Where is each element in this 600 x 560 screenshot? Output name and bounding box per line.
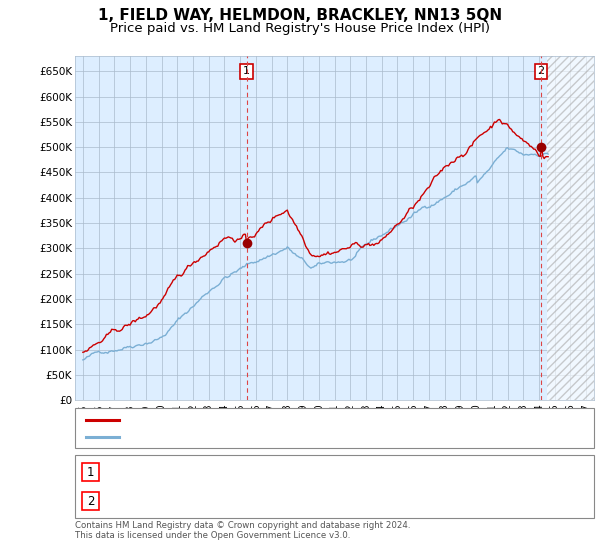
Text: Contains HM Land Registry data © Crown copyright and database right 2024.
This d: Contains HM Land Registry data © Crown c… [75, 521, 410, 540]
Text: HPI: Average price, detached house, West Northamptonshire: HPI: Average price, detached house, West… [125, 432, 457, 442]
Text: Price paid vs. HM Land Registry's House Price Index (HPI): Price paid vs. HM Land Registry's House … [110, 22, 490, 35]
Text: £310,000: £310,000 [220, 466, 276, 479]
Text: 2: 2 [538, 67, 545, 77]
Text: 24% ↑ HPI: 24% ↑ HPI [340, 466, 403, 479]
Text: 2: 2 [87, 494, 94, 507]
Text: 12% ↑ HPI: 12% ↑ HPI [340, 494, 403, 507]
Text: 20-FEB-2024: 20-FEB-2024 [109, 494, 184, 507]
Text: 1: 1 [87, 466, 94, 479]
Text: 1, FIELD WAY, HELMDON, BRACKLEY, NN13 5QN (detached house): 1, FIELD WAY, HELMDON, BRACKLEY, NN13 5Q… [125, 415, 487, 425]
Text: 1, FIELD WAY, HELMDON, BRACKLEY, NN13 5QN: 1, FIELD WAY, HELMDON, BRACKLEY, NN13 5Q… [98, 8, 502, 24]
Bar [547, 56, 594, 400]
Text: 31-MAY-2005: 31-MAY-2005 [109, 466, 185, 479]
Text: 1: 1 [243, 67, 250, 77]
Text: £500,000: £500,000 [220, 494, 276, 507]
